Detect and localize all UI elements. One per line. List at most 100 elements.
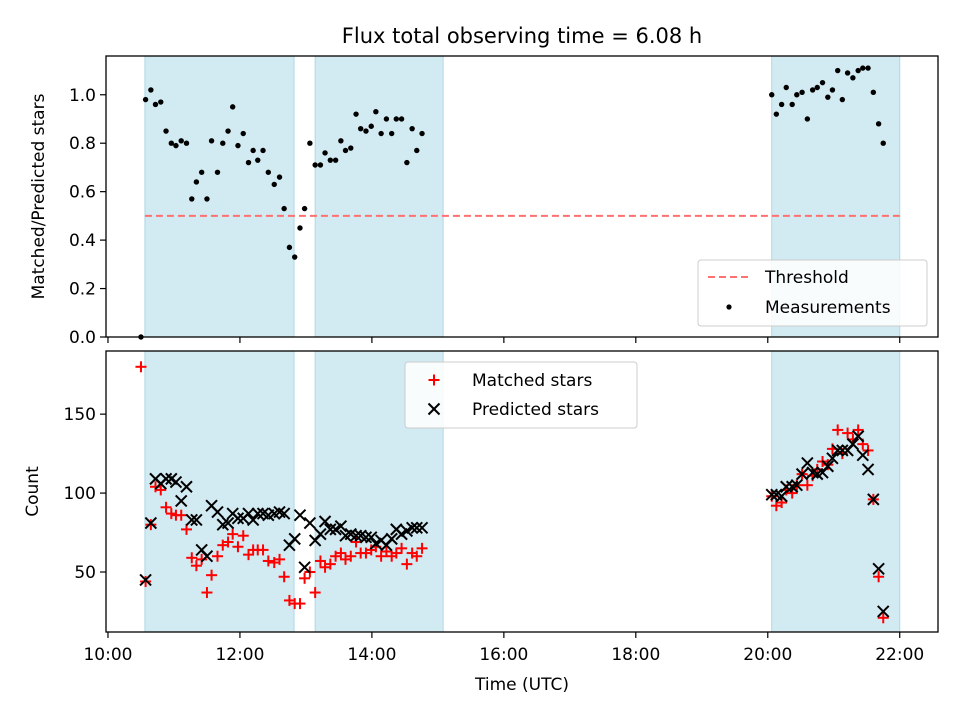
y-tick-label: 0.2 [69,280,96,300]
time-x-ticks: 10:00 12:00 14:00 16:00 18:00 20:00 22:00 [83,632,924,665]
matched-star-point [416,542,428,554]
measurement-point [163,128,169,134]
measurement-point [809,87,816,93]
measurement-point [778,101,785,108]
measurement-point [368,123,374,129]
measurement-point [245,159,252,166]
matched-star-point [175,509,187,521]
measurement-point [250,147,256,154]
count-y-ticks: 50 100 150 [64,405,106,583]
matched-star-point [201,587,213,599]
measurement-point [327,157,334,163]
matched-star-point [160,501,172,513]
measurement-point [240,130,246,137]
matched-star-point [206,569,218,581]
predicted-star-point [801,456,814,470]
predicted-star-point [231,512,245,525]
measurement-point [850,75,856,81]
x-tick-label: 16:00 [479,645,528,665]
observing-window [314,55,444,338]
matched-star-point [877,612,889,624]
predicted-star-point [365,531,378,544]
count-legend: Matched stars Predicted stars [404,361,638,429]
measurement-point [844,70,851,76]
measurement-point [338,138,344,144]
predicted-star-point [277,507,291,520]
measurement-point [357,125,364,132]
observing-window [144,350,295,633]
predicted-star-point [324,523,337,536]
measurement-point [265,169,272,175]
measurement-point [825,94,831,100]
legend-matched-label: Matched stars [472,371,592,391]
x-axis-label: Time (UTC) [474,675,569,695]
matched-star-point [842,427,854,439]
legend-x-marker [427,402,441,416]
matched-star-point [401,558,413,570]
matched-star-point [257,544,269,556]
measurement-point [860,65,866,71]
predicted-star-point [144,516,158,530]
x-tick-label: 18:00 [611,645,660,665]
measurement-point [301,205,308,212]
y-tick-label: 0.4 [69,231,96,251]
matched-star-point [278,571,290,583]
predicted-star-point [314,527,327,541]
measurement-point [342,147,349,154]
matched-star-point [873,571,885,583]
measurement-point [198,169,205,175]
measurement-point [419,130,425,137]
matched-star-point [145,519,157,531]
measurement-point [142,96,149,103]
measurement-point [819,79,826,86]
measurement-point [414,147,420,154]
matched-star-point [314,555,326,567]
predicted-star-point [318,515,332,528]
measurement-point [220,140,226,146]
y-tick-label: 50 [74,563,96,583]
predicted-star-point [334,520,348,533]
matched-star-point [222,536,234,548]
measurement-point [814,84,820,91]
predicted-star-point [775,490,788,503]
measurement-point [271,181,277,188]
measurement-point [225,128,231,134]
matched-star-point [135,361,147,373]
predicted-star-point [872,562,885,576]
matched-star-point [390,547,402,559]
y-tick-label: 1.0 [69,86,96,106]
chart-title: Flux total observing time = 6.08 h [342,24,702,48]
matched-star-point [140,575,152,587]
measurement-point [870,89,877,96]
measurement-point [148,87,154,93]
predicted-star-point [867,493,880,506]
predicted-star-point [385,532,398,546]
measurement-point [404,159,410,166]
measurement-point [168,140,175,146]
predicted-star-point [221,516,235,530]
ratio-legend-box [697,259,928,327]
measurement-point [317,162,324,168]
measurement-point [839,96,846,103]
matched-star-point [237,530,249,542]
legend-measurements-label: Measurements [765,298,891,318]
matched-star-point [232,541,244,553]
predicted-star-point [790,478,804,492]
matched-star-point [335,547,347,559]
measurement-point [173,142,179,149]
measurement-point [307,140,313,146]
observing-windows [144,350,901,633]
measurement-point [789,101,795,108]
predicted-star-point [877,605,890,618]
predicted-star-point [846,437,860,451]
measurement-point [835,67,841,74]
measurement-point [193,179,200,185]
x-tick-label: 10:00 [83,645,132,665]
measurement-point [363,128,369,134]
measurement-point [158,99,164,105]
x-tick-label: 22:00 [875,645,924,665]
matched-star-point [294,598,306,610]
y-tick-label: 0.8 [69,134,96,154]
matched-star-point [180,523,192,535]
